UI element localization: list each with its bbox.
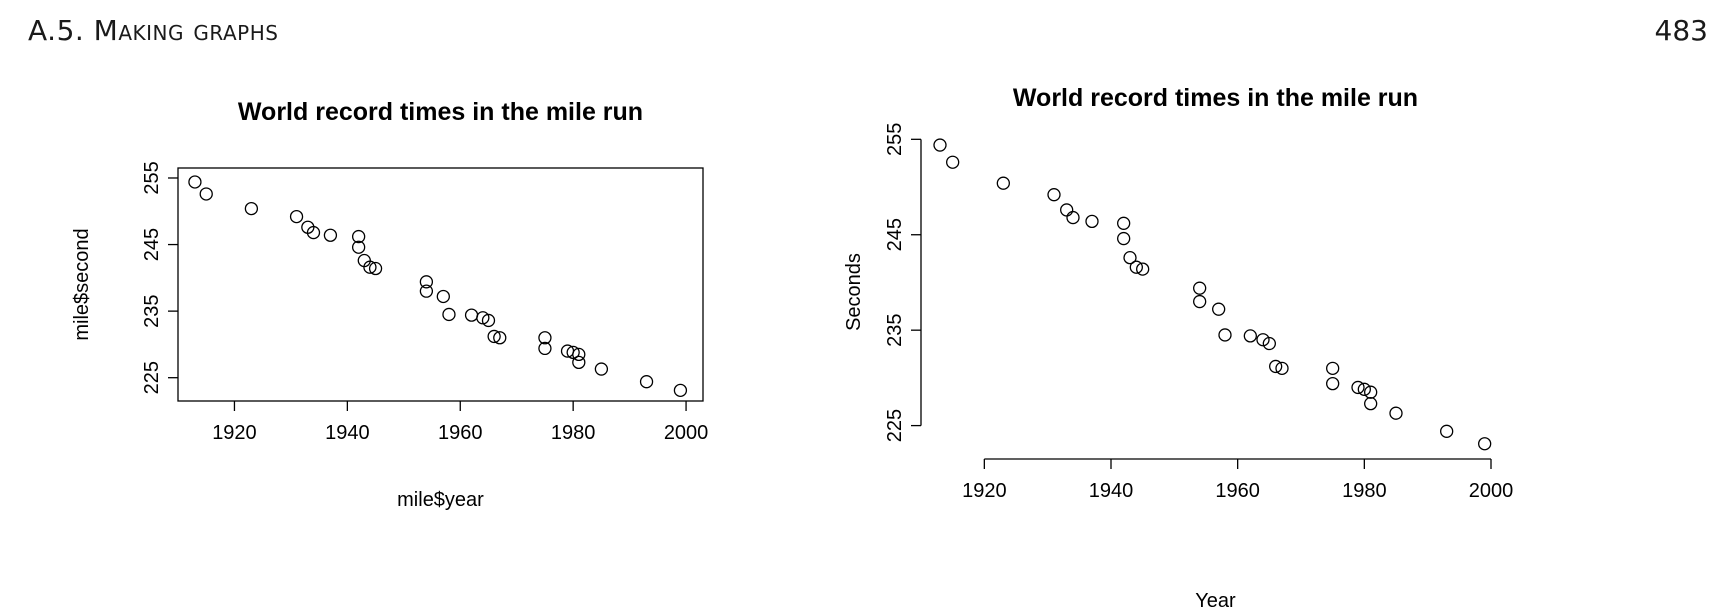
y-tick-label: 255 <box>141 161 163 194</box>
data-point <box>442 307 456 322</box>
data-point <box>1478 437 1492 451</box>
data-point <box>351 240 366 254</box>
data-point <box>244 201 259 216</box>
data-point <box>1193 294 1207 309</box>
data-point <box>188 175 202 189</box>
data-point <box>487 329 501 344</box>
data-point <box>1262 336 1276 351</box>
y-tick-label: 245 <box>141 228 163 261</box>
data-point <box>1060 203 1074 217</box>
data-point <box>996 176 1010 190</box>
section-title: A.5. Making graphs <box>28 14 279 47</box>
data-point <box>1117 231 1131 246</box>
y-tick-label: 255 <box>884 123 906 156</box>
x-axis-title: mile$year <box>397 489 484 511</box>
data-point <box>1066 210 1080 225</box>
x-tick-label: 1980 <box>551 422 596 444</box>
x-tick-label: 1980 <box>1342 480 1387 502</box>
data-point <box>1440 424 1454 438</box>
plot-box <box>177 167 704 402</box>
data-point <box>538 331 552 345</box>
data-point <box>481 313 496 328</box>
page-number: 483 <box>1654 14 1708 47</box>
data-point <box>673 383 688 397</box>
data-point <box>1218 328 1232 342</box>
data-point <box>363 260 377 274</box>
data-point <box>946 155 960 169</box>
x-axis-title: Year <box>1195 590 1236 612</box>
data-point <box>199 187 213 201</box>
data-point <box>436 289 450 304</box>
x-tick-label: 1940 <box>1089 480 1134 502</box>
y-axis-title: Seconds <box>843 253 865 331</box>
chart-title: World record times in the mile run <box>238 98 643 126</box>
y-axis-title: mile$second <box>71 228 93 340</box>
data-point <box>1136 262 1150 276</box>
data-point <box>1256 333 1270 347</box>
scatter-chart-right: World record times in the mile run 1920 19… <box>843 84 1514 612</box>
data-point <box>1275 361 1289 375</box>
x-tick-label: 2000 <box>1469 480 1514 502</box>
data-point <box>1117 216 1131 230</box>
x-tick-label: 1940 <box>325 422 370 444</box>
data-point <box>1123 250 1137 265</box>
data-point <box>306 225 321 240</box>
data-point <box>323 228 338 242</box>
scatter-chart-left: World record times in the mile run 1920 19… <box>71 98 709 511</box>
chart-title: World record times in the mile run <box>1013 84 1418 112</box>
y-tick-label: 225 <box>141 361 163 394</box>
data-point <box>1047 188 1061 202</box>
data-point <box>1212 302 1226 316</box>
data-point <box>1357 382 1371 396</box>
data-point <box>464 308 479 322</box>
y-tick-label: 235 <box>141 294 163 327</box>
data-point <box>1085 214 1099 229</box>
data-point <box>566 345 580 360</box>
data-point <box>639 375 654 389</box>
x-tick-label: 1920 <box>212 422 257 444</box>
data-point <box>419 284 434 298</box>
data-point <box>1326 361 1340 375</box>
data-point <box>572 355 586 370</box>
data-point <box>1364 397 1378 411</box>
y-tick-label: 235 <box>884 313 906 346</box>
data-point <box>1326 376 1340 391</box>
data-point <box>289 209 304 224</box>
data-point <box>368 261 383 276</box>
data-point <box>493 331 507 345</box>
data-point <box>1243 329 1257 343</box>
data-point <box>933 138 947 152</box>
data-point <box>351 229 366 244</box>
data-point <box>1269 359 1283 374</box>
data-point <box>1193 281 1207 295</box>
data-point <box>538 341 552 356</box>
data-point <box>1129 260 1143 274</box>
data-point <box>419 275 434 289</box>
page-header: A.5. Making graphs 483 <box>28 10 1708 54</box>
x-tick-label: 2000 <box>664 422 709 444</box>
x-tick-label: 1960 <box>1215 480 1260 502</box>
data-point <box>1389 406 1403 420</box>
y-tick-label: 225 <box>884 409 906 442</box>
x-tick-label: 1920 <box>962 480 1007 502</box>
data-point <box>572 347 586 362</box>
data-point <box>1351 380 1365 395</box>
data-point <box>594 362 609 376</box>
x-tick-label: 1960 <box>438 422 483 444</box>
y-tick-label: 245 <box>884 218 906 251</box>
